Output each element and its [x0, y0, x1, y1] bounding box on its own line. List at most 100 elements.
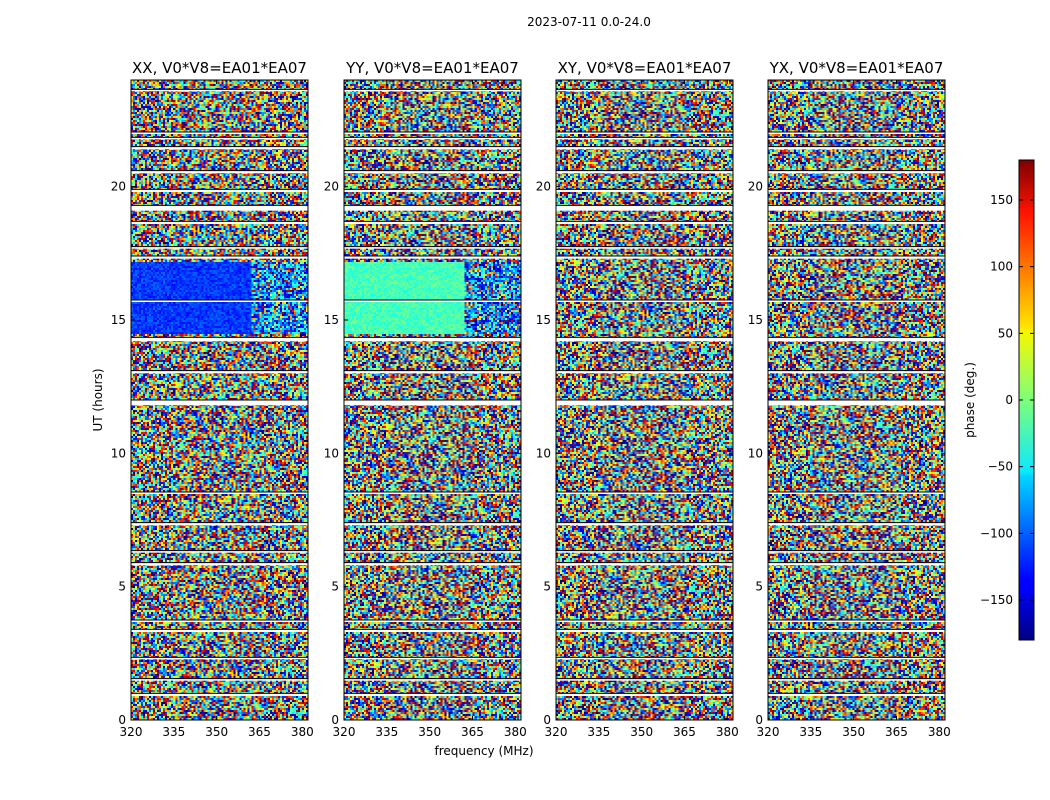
flagged-band: [131, 522, 308, 526]
panels-group: XX, V0*V8=EA01*EA07 320 335 350 365 380 0 5 10 15…: [111, 59, 951, 739]
x-tick-label: 335: [587, 725, 610, 739]
flagged-band: [131, 146, 308, 150]
flagged-band: [556, 693, 733, 696]
y-tick-label: 10: [536, 446, 551, 460]
x-tick-label: 365: [248, 725, 271, 739]
flagged-band: [131, 132, 308, 134]
x-tick-label: 320: [333, 725, 356, 739]
flagged-band: [768, 256, 945, 259]
panel-2: YY, V0*V8=EA01*EA07 320 335 350 365 380 0 5 10 15…: [324, 59, 527, 739]
flagged-band: [344, 620, 521, 622]
flagged-band: [556, 678, 733, 681]
y-tick-label: 15: [111, 313, 126, 327]
colorbar-tick-label: 100: [990, 260, 1013, 274]
flagged-band: [556, 137, 733, 140]
flagged-band: [556, 370, 733, 374]
flagged-band: [768, 246, 945, 249]
flagged-band: [556, 221, 733, 224]
flagged-band: [768, 492, 945, 494]
flagged-band: [344, 562, 521, 566]
colorbar-label: phase (deg.): [963, 362, 977, 438]
flagged-band: [768, 657, 945, 660]
flagged-band: [131, 620, 308, 622]
flagged-band: [556, 89, 733, 92]
y-tick-label: 10: [324, 446, 339, 460]
flagged-band: [556, 550, 733, 553]
flagged-band: [344, 693, 521, 696]
x-tick-label: 320: [545, 725, 568, 739]
flagged-band: [768, 205, 945, 211]
flagged-band: [344, 146, 521, 150]
x-tick-label: 335: [799, 725, 822, 739]
panel-3: XY, V0*V8=EA01*EA07 320 335 350 365 380 0 5 10 15…: [536, 59, 739, 739]
flagged-band: [131, 370, 308, 374]
x-tick-label: 350: [418, 725, 441, 739]
flagged-band: [556, 492, 733, 494]
flagged-band: [344, 246, 521, 249]
flagged-band: [344, 678, 521, 681]
y-tick-label: 20: [324, 180, 339, 194]
flagged-band: [131, 693, 308, 696]
flagged-band: [768, 137, 945, 140]
flagged-band: [131, 400, 308, 406]
flagged-band: [768, 89, 945, 92]
flagged-band: [131, 300, 308, 302]
x-tick-label: 365: [461, 725, 484, 739]
panel-title: XY, V0*V8=EA01*EA07: [558, 59, 732, 77]
flagged-band: [344, 629, 521, 632]
figure-suptitle: 2023-07-11 0.0-24.0: [527, 15, 651, 29]
flagged-band: [131, 629, 308, 632]
y-tick-label: 5: [543, 580, 551, 594]
colorbar-tick-label: −100: [980, 526, 1013, 540]
y-tick-label: 5: [118, 580, 126, 594]
y-tick-label: 0: [755, 713, 763, 727]
flagged-band: [768, 678, 945, 681]
flagged-band: [556, 146, 733, 150]
y-tick-label: 10: [748, 446, 763, 460]
y-tick-label: 0: [543, 713, 551, 727]
x-tick-label: 320: [120, 725, 143, 739]
flagged-band: [768, 629, 945, 632]
flagged-band: [131, 170, 308, 174]
flagged-band: [556, 337, 733, 342]
y-tick-label: 5: [755, 580, 763, 594]
x-tick-label: 320: [757, 725, 780, 739]
flagged-band: [768, 300, 945, 302]
flagged-band: [556, 246, 733, 249]
flagged-band: [131, 678, 308, 681]
flagged-band: [768, 550, 945, 553]
y-axis-label: UT (hours): [91, 368, 105, 431]
flagged-band: [768, 337, 945, 342]
flagged-band: [556, 189, 733, 192]
flagged-band: [344, 137, 521, 140]
flagged-band: [556, 256, 733, 259]
flagged-band: [131, 562, 308, 566]
colorbar-tick-label: −50: [988, 460, 1013, 474]
flagged-band: [344, 256, 521, 259]
y-tick-label: 0: [331, 713, 339, 727]
flagged-band: [768, 170, 945, 174]
y-tick-label: 20: [536, 180, 551, 194]
x-tick-label: 350: [205, 725, 228, 739]
y-tick-label: 20: [111, 180, 126, 194]
flagged-band: [131, 492, 308, 494]
flagged-band: [344, 205, 521, 211]
panel-frame: [767, 79, 946, 721]
x-tick-label: 365: [673, 725, 696, 739]
flagged-band: [344, 170, 521, 174]
flagged-band: [768, 693, 945, 696]
x-tick-label: 335: [162, 725, 185, 739]
panel-1: XX, V0*V8=EA01*EA07 320 335 350 365 380 0 5 10 15…: [111, 59, 314, 739]
flagged-band: [344, 132, 521, 134]
flagged-band: [768, 370, 945, 374]
x-tick-label: 380: [504, 725, 527, 739]
flagged-band: [768, 400, 945, 406]
flagged-band: [556, 629, 733, 632]
flagged-band: [344, 300, 521, 302]
flagged-band: [344, 337, 521, 342]
flagged-band: [768, 189, 945, 192]
y-tick-label: 15: [324, 313, 339, 327]
x-tick-label: 350: [630, 725, 653, 739]
flagged-band: [344, 492, 521, 494]
